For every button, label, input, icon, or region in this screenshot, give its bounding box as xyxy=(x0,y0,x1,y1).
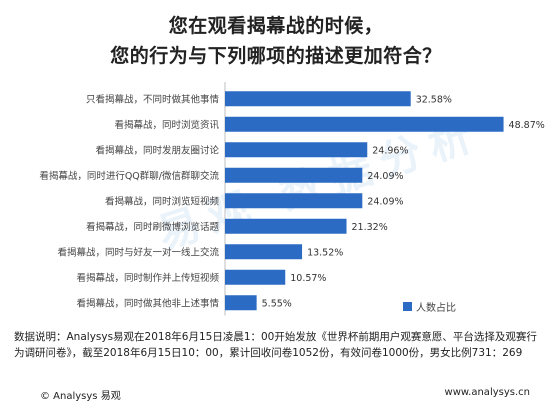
category-label: 只看揭幕战，不同时做其他事情 xyxy=(86,93,220,105)
website-link[interactable]: www.analysys.cn xyxy=(444,387,530,398)
legend-label: 人数占比 xyxy=(416,303,456,314)
bar xyxy=(225,269,286,285)
value-label: 21.32% xyxy=(352,222,388,233)
category-label: 看揭幕战，同时进行QQ群聊/微信群聊交流 xyxy=(39,170,219,182)
bar xyxy=(225,295,257,311)
bar xyxy=(225,193,363,209)
category-label: 看揭幕战，同时发朋友圈讨论 xyxy=(95,144,219,156)
chart-title-line-2: 您的行为与下列哪项的描述更加符合？ xyxy=(110,45,442,67)
bar xyxy=(225,142,368,158)
value-label: 48.87% xyxy=(509,120,545,131)
bar xyxy=(225,167,363,183)
data-note: 数据说明：Analysys易观在2018年6月15日凌晨1：00开始发放《世界杯… xyxy=(14,331,537,359)
value-label: 13.52% xyxy=(307,247,343,258)
category-label: 看揭幕战，同时浏览短视频 xyxy=(105,195,220,207)
legend: 人数占比 xyxy=(403,299,456,314)
value-label: 24.96% xyxy=(372,145,408,156)
category-label: 看揭幕战，同时与好友一对一线上交流 xyxy=(57,246,219,258)
chart-title-line-1: 您在观看揭幕战的时候， xyxy=(168,15,384,37)
category-label: 看揭幕战，同时制作并上传短视频 xyxy=(76,272,219,284)
category-label: 看揭幕战，同时浏览资讯 xyxy=(114,119,219,131)
category-label: 看揭幕战，同时做其他非上述事情 xyxy=(76,297,219,309)
bar-chart: 只看揭幕战，不同时做其他事情 32.58% 看揭幕战，同时浏览资讯 48.87% 看揭幕… xyxy=(39,82,545,316)
bar xyxy=(225,244,303,260)
value-label: 5.55% xyxy=(262,298,292,309)
legend-swatch xyxy=(403,302,412,311)
value-label: 24.09% xyxy=(367,196,403,207)
category-label: 看揭幕战，同时刷微博浏览话题 xyxy=(86,221,220,233)
value-label: 10.57% xyxy=(290,273,326,284)
bar xyxy=(225,218,347,234)
value-label: 24.09% xyxy=(367,171,403,182)
bar xyxy=(225,116,504,132)
bar xyxy=(225,91,411,107)
value-label: 32.58% xyxy=(416,94,452,105)
copyright: © Analysys 易观 xyxy=(40,391,121,402)
